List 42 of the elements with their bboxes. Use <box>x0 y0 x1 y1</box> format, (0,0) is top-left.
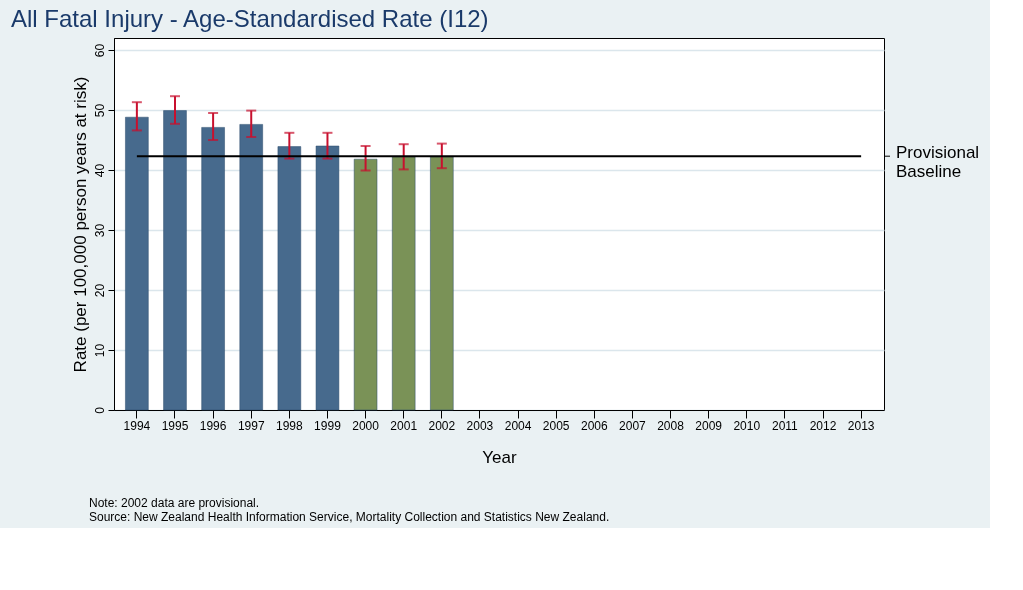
y-tick-label: 10 <box>92 343 107 358</box>
x-tick-label: 2011 <box>771 418 799 433</box>
x-tick-label: 2007 <box>619 418 647 433</box>
x-tick-label: 2009 <box>695 418 723 433</box>
x-tick-label: 1994 <box>123 418 151 433</box>
ref-line-label: Provisional Baseline <box>896 143 980 182</box>
x-tick-label: 1999 <box>314 418 342 433</box>
bar <box>430 156 454 411</box>
y-tick-label: 50 <box>92 103 107 118</box>
bar <box>125 116 149 411</box>
bar <box>353 158 378 411</box>
y-tick-label: 60 <box>92 43 107 58</box>
x-axis-title: Year <box>482 447 518 467</box>
y-tick-label: 40 <box>92 163 107 178</box>
bar <box>392 156 416 411</box>
x-tick-label: 1995 <box>161 418 189 433</box>
y-tick-label: 30 <box>92 223 107 238</box>
bar <box>163 110 187 411</box>
x-tick-label: 1996 <box>199 418 227 433</box>
x-tick-label: 2013 <box>847 418 875 433</box>
source-note: Source: New Zealand Health Information Service, Mortality Collection and Statistics New Zealand. <box>89 510 610 524</box>
y-axis-title: Rate (per 100,000 person years at risk) <box>70 76 90 373</box>
x-tick-label: 2003 <box>466 418 494 433</box>
bar <box>201 127 225 411</box>
y-tick-label: 0 <box>92 406 107 414</box>
x-tick-label: 2012 <box>809 418 837 433</box>
text: Note: 2002 data are provisional. <box>89 496 260 510</box>
x-tick-label: 2006 <box>580 418 608 433</box>
bar <box>315 145 340 411</box>
bar <box>277 146 302 411</box>
x-tick-label: 2008 <box>657 418 685 433</box>
bar <box>239 124 263 411</box>
x-tick-label: 1997 <box>237 418 265 433</box>
x-tick-label: 2010 <box>733 418 761 433</box>
chart-title: All Fatal Injury - Age-Standardised Rate (I12) <box>11 5 489 32</box>
x-tick-label: 2000 <box>352 418 380 433</box>
x-tick-label: 2002 <box>428 418 456 433</box>
x-tick-label: 2001 <box>390 418 418 433</box>
y-tick-label: 20 <box>92 283 107 298</box>
x-tick-label: 2004 <box>504 418 532 433</box>
x-tick-label: 2005 <box>542 418 570 433</box>
x-tick-label: 1998 <box>275 418 304 433</box>
